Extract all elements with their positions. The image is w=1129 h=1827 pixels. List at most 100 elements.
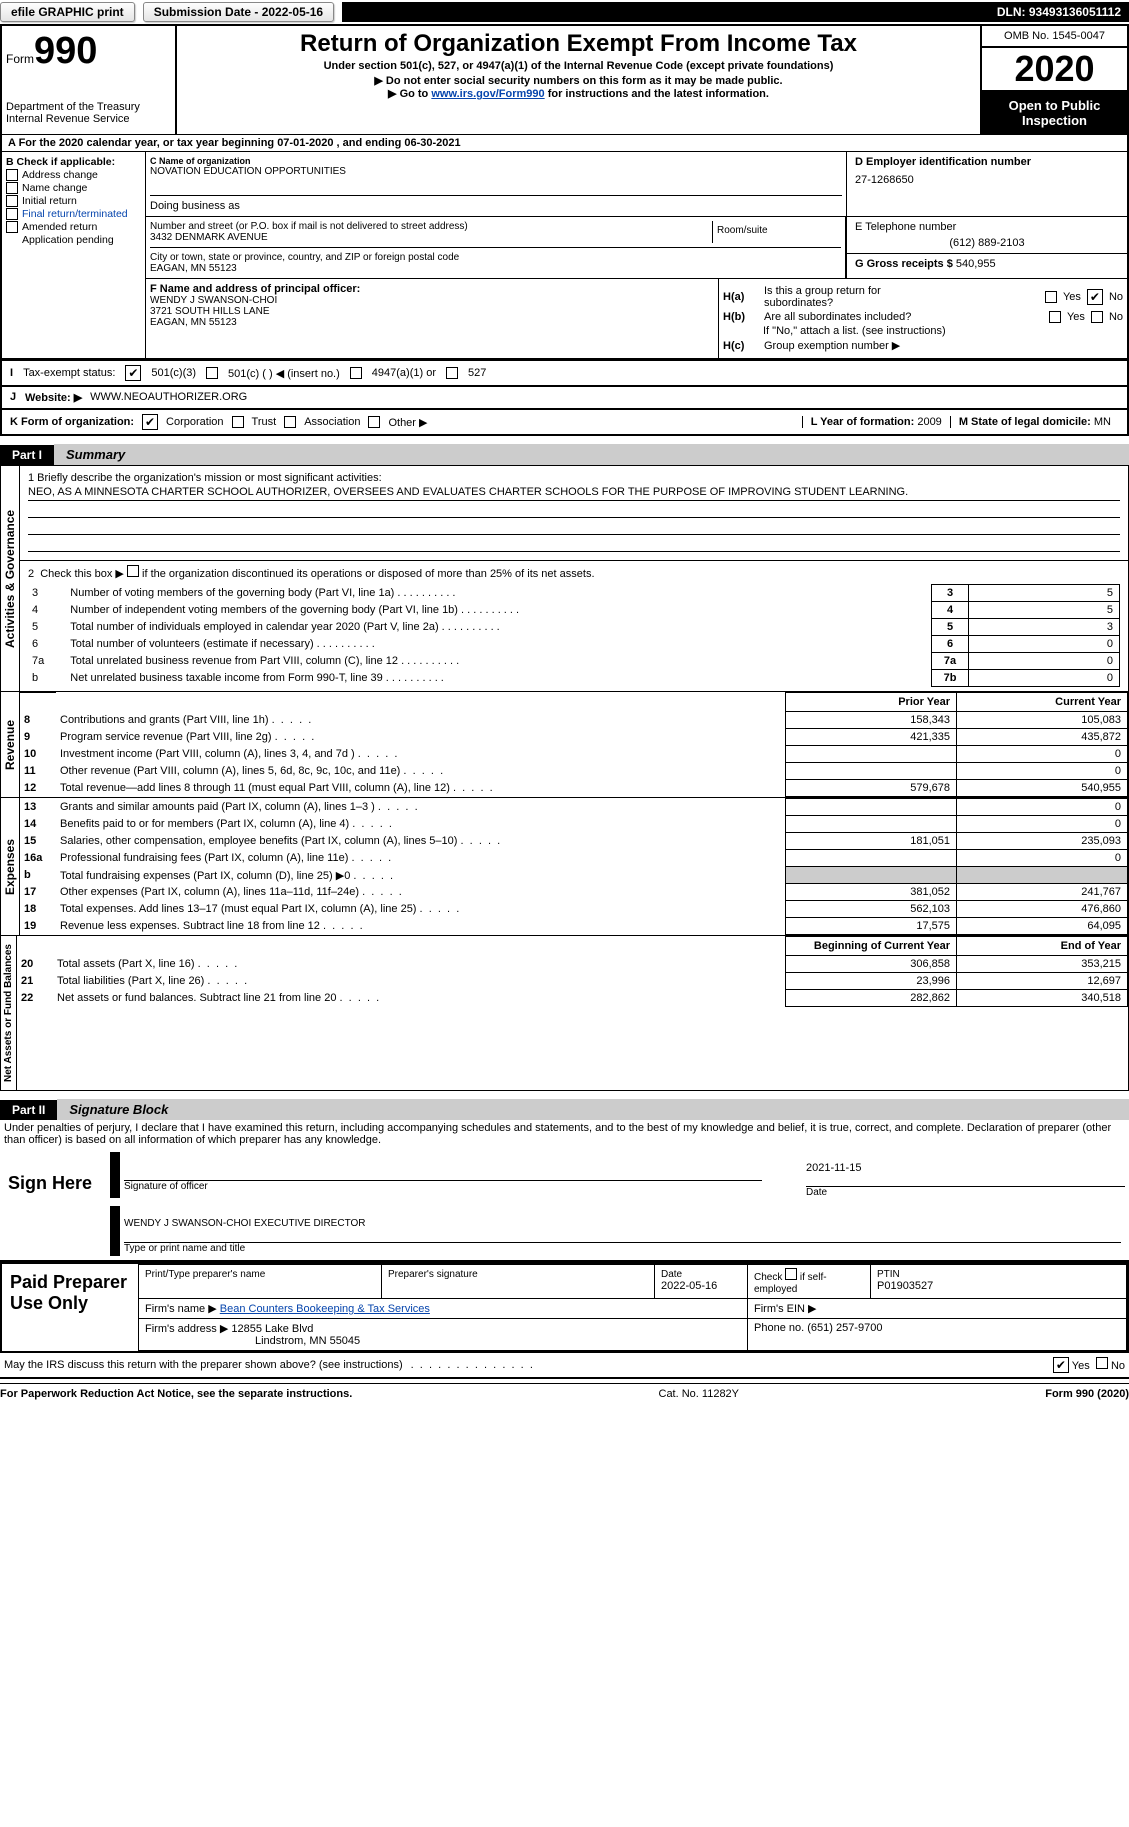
chk-501c3[interactable]: ✔ <box>125 365 141 381</box>
firm-phone: (651) 257-9700 <box>807 1322 882 1334</box>
current-year-value: 0 <box>957 816 1128 833</box>
line-text: Total expenses. Add lines 13–17 (must eq… <box>56 901 786 918</box>
hb-note: If "No," attach a list. (see instruction… <box>723 325 1123 337</box>
mission-blank-3 <box>28 537 1120 552</box>
line-num: 3 <box>28 585 66 602</box>
chk-initial-return[interactable] <box>6 195 18 207</box>
line-text: Total number of volunteers (estimate if … <box>66 636 931 653</box>
line-text: Benefits paid to or for members (Part IX… <box>56 816 786 833</box>
dln-text: DLN: 93493136051112 <box>997 5 1121 19</box>
prior-year-value <box>786 746 957 763</box>
type-name-label: Type or print name and title <box>124 1243 1121 1254</box>
header-mid: Return of Organization Exempt From Incom… <box>177 26 980 134</box>
chk-name-change[interactable] <box>6 182 18 194</box>
b-header: B Check if applicable: <box>6 156 141 168</box>
501c3-text: 501(c)(3) <box>151 367 196 379</box>
firm-name-link[interactable]: Bean Counters Bookeeping & Tax Services <box>220 1303 430 1315</box>
line-text: Other revenue (Part VIII, column (A), li… <box>56 763 786 780</box>
vert-governance: Activities & Governance <box>1 466 20 691</box>
prior-year-value: 579,678 <box>786 780 957 797</box>
line-key: 5 <box>932 619 969 636</box>
b-item-5: Application pending <box>22 234 114 246</box>
q1-text: 1 Briefly describe the organization's mi… <box>28 472 1120 484</box>
line-text: Program service revenue (Part VIII, line… <box>56 729 786 746</box>
prior-year-value: 282,862 <box>786 990 957 1007</box>
gross-receipts: 540,955 <box>956 258 996 270</box>
tax-exempt-label: Tax-exempt status: <box>23 367 115 379</box>
ptin-value: P01903527 <box>877 1280 933 1292</box>
prior-year-value <box>786 867 957 884</box>
efile-print-button[interactable]: efile GRAPHIC print <box>0 2 135 22</box>
c-name-label: C Name of organization <box>150 156 842 166</box>
chk-address-change[interactable] <box>6 169 18 181</box>
omb-number: OMB No. 1545-0047 <box>982 26 1127 48</box>
year-formation: 2009 <box>917 416 941 428</box>
irs-link[interactable]: www.irs.gov/Form990 <box>431 88 544 100</box>
cat-number: Cat. No. 11282Y <box>659 1388 740 1400</box>
chk-final-return[interactable] <box>6 208 18 220</box>
b-item-4: Amended return <box>22 221 97 233</box>
chk-amended-return[interactable] <box>6 221 18 233</box>
chk-self-employed[interactable] <box>785 1268 797 1280</box>
chk-trust[interactable] <box>232 416 244 428</box>
hc-label: H(c) <box>723 340 758 352</box>
other-text: Other ▶ <box>388 416 427 429</box>
sign-date: 2021-11-15 <box>806 1154 1125 1187</box>
current-year-value <box>957 867 1128 884</box>
k-label: K Form of organization: <box>10 416 134 428</box>
hb-yes-box[interactable] <box>1049 311 1061 323</box>
ein-value: 27-1268650 <box>855 174 1119 186</box>
form-word: Form <box>6 52 34 66</box>
prior-year-value: 421,335 <box>786 729 957 746</box>
ha-text: Is this a group return forsubordinates? <box>764 285 1039 309</box>
prior-year-value <box>786 763 957 780</box>
submission-date-button[interactable]: Submission Date - 2022-05-16 <box>143 2 334 22</box>
year-formation-label: L Year of formation: <box>811 416 918 428</box>
line-text: Investment income (Part VIII, column (A)… <box>56 746 786 763</box>
line-text: Total liabilities (Part X, line 26) . . … <box>53 973 786 990</box>
current-year-value: 340,518 <box>957 990 1128 1007</box>
line-text: Other expenses (Part IX, column (A), lin… <box>56 884 786 901</box>
discuss-yes-box[interactable]: ✔ <box>1053 1357 1069 1373</box>
prior-year-value: 381,052 <box>786 884 957 901</box>
line-num: 19 <box>20 918 56 935</box>
header-left: Form990 Department of the Treasury Inter… <box>2 26 177 134</box>
ein-label: D Employer identification number <box>855 156 1119 168</box>
chk-501c[interactable] <box>206 367 218 379</box>
ha-no-box[interactable]: ✔ <box>1087 289 1103 305</box>
line-key: 7b <box>932 670 969 687</box>
tax-year: 2020 <box>982 48 1127 92</box>
preparer-date-hdr: Date <box>661 1269 682 1280</box>
ptin-label: PTIN <box>877 1269 900 1280</box>
line-text: Total assets (Part X, line 16) . . . . . <box>53 956 786 973</box>
ha-yes-box[interactable] <box>1045 291 1057 303</box>
prior-year-value: 306,858 <box>786 956 957 973</box>
penalties-text: Under penalties of perjury, I declare th… <box>0 1120 1129 1148</box>
discuss-no-box[interactable] <box>1096 1357 1108 1369</box>
line-key: 7a <box>932 653 969 670</box>
line-num: 10 <box>20 746 56 763</box>
hb-no-box[interactable] <box>1091 311 1103 323</box>
phone-label: Phone no. <box>754 1322 807 1334</box>
current-year-value: 353,215 <box>957 956 1128 973</box>
line-text: Grants and similar amounts paid (Part IX… <box>56 799 786 816</box>
chk-discontinued[interactable] <box>127 565 139 577</box>
line-value: 5 <box>969 602 1120 619</box>
chk-527[interactable] <box>446 367 458 379</box>
chk-other[interactable] <box>368 416 380 428</box>
line-text: Total number of individuals employed in … <box>66 619 931 636</box>
chk-corporation[interactable]: ✔ <box>142 414 158 430</box>
chk-4947[interactable] <box>350 367 362 379</box>
officer-name-title: WENDY J SWANSON-CHOI EXECUTIVE DIRECTOR <box>124 1210 1121 1243</box>
4947-text: 4947(a)(1) or <box>372 367 436 379</box>
mission-text: NEO, AS A MINNESOTA CHARTER SCHOOL AUTHO… <box>28 486 1120 501</box>
hb-text: Are all subordinates included? <box>764 311 1043 323</box>
line-text: Revenue less expenses. Subtract line 18 … <box>56 918 786 935</box>
chk-association[interactable] <box>284 416 296 428</box>
part-1-title: Summary <box>54 444 1129 465</box>
current-year-value: 0 <box>957 799 1128 816</box>
b-item-1: Name change <box>22 182 87 194</box>
preparer-sig-hdr: Preparer's signature <box>388 1269 478 1280</box>
current-year-value: 0 <box>957 850 1128 867</box>
date-label: Date <box>806 1187 1125 1198</box>
